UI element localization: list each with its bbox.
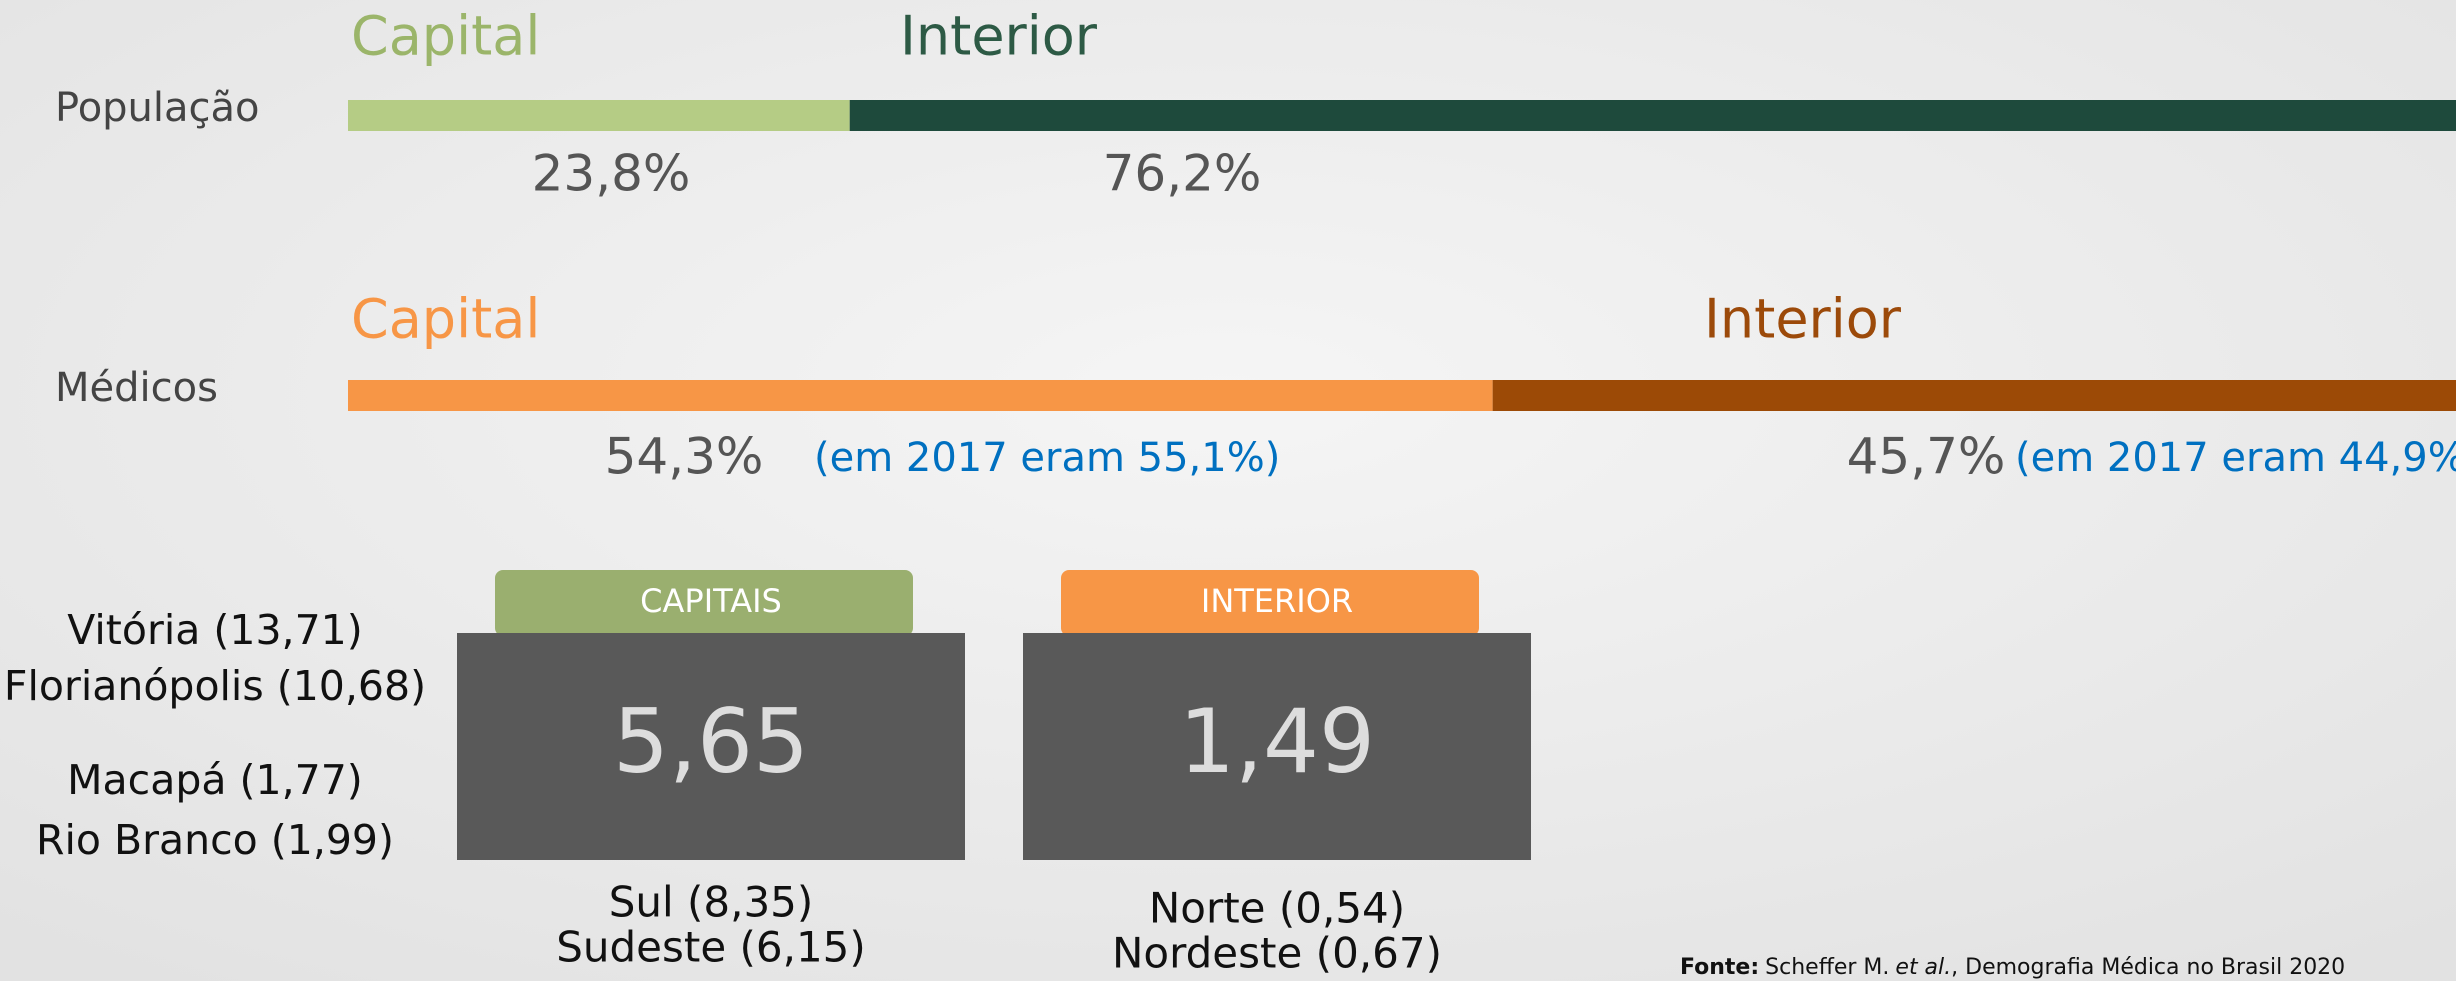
annotation: (em 2017 eram 44,9%)	[2015, 435, 2456, 481]
panel-box	[457, 633, 965, 860]
panel-value: 1,49	[1179, 690, 1375, 793]
annotation: (em 2017 eram 55,1%)	[814, 435, 1280, 481]
category-label: Médicos	[55, 365, 218, 411]
value-label: 45,7%	[1847, 428, 2006, 486]
panel-value: 5,65	[613, 690, 809, 793]
city-label: Vitória (13,71)	[67, 606, 362, 654]
city-label: Macapá (1,77)	[67, 756, 363, 804]
source-etal: et al.	[1895, 955, 1951, 980]
region-label: Sudeste (6,15)	[556, 923, 866, 972]
source: Fonte: Scheffer M. et al., Demografia Médi…	[1680, 955, 2345, 980]
bar-segment	[348, 380, 1493, 411]
series-label: Interior	[900, 5, 1098, 68]
city-label: Florianópolis (10,68)	[4, 662, 426, 710]
region-label: Nordeste (0,67)	[1112, 929, 1442, 978]
value-label: 54,3%	[605, 428, 764, 486]
bar-segment	[1492, 380, 2456, 411]
panel-title: CAPITAIS	[640, 582, 782, 620]
panel-tab	[495, 570, 913, 636]
source-label: Fonte:	[1680, 955, 1759, 980]
series-label: Capital	[351, 288, 540, 351]
bar-segment	[849, 100, 2456, 131]
panel-tab	[1061, 570, 1479, 636]
region-label: Sul (8,35)	[609, 878, 814, 927]
panel-box	[1023, 633, 1531, 860]
bar-segment	[348, 100, 850, 131]
value-label: 23,8%	[532, 145, 691, 203]
series-label: Capital	[351, 5, 540, 68]
source-author: Scheffer M.	[1765, 955, 1889, 980]
value-label: 76,2%	[1103, 145, 1262, 203]
region-label: Norte (0,54)	[1149, 884, 1405, 933]
source-rest: , Demografia Médica no Brasil 2020	[1951, 955, 2345, 980]
city-label: Rio Branco (1,99)	[36, 816, 394, 864]
category-label: População	[55, 85, 260, 131]
series-label: Interior	[1704, 288, 1902, 351]
panel-title: INTERIOR	[1201, 582, 1353, 620]
